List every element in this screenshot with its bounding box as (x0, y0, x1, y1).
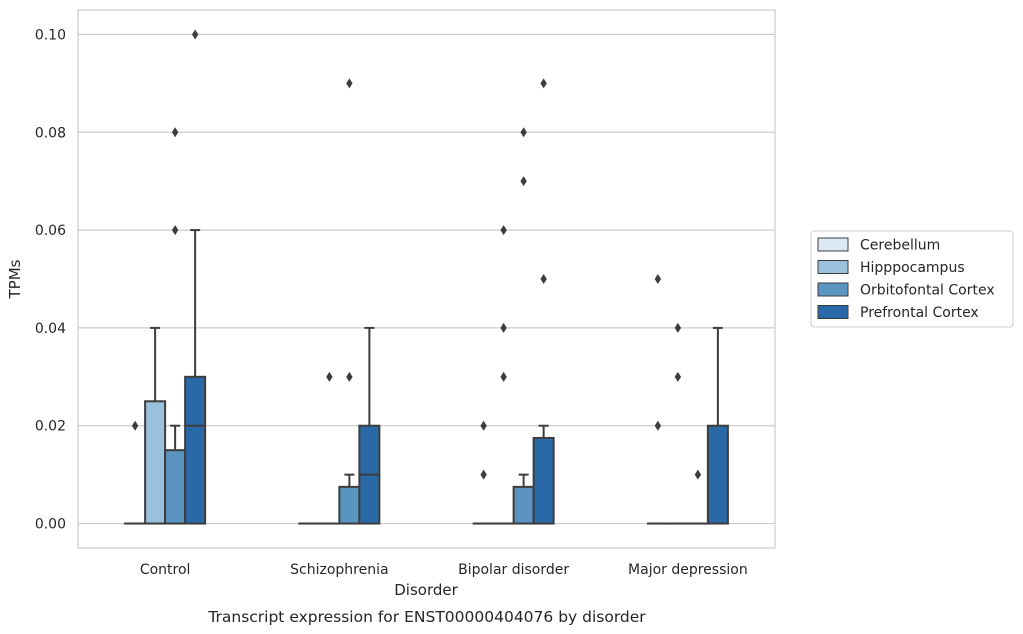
box-body (144, 400, 167, 525)
box-body (512, 485, 535, 525)
box-body (184, 375, 207, 525)
x-axis-ticks: Control Schizophrenia Bipolar disorder Majo… (140, 562, 748, 578)
y-tick-label: 0.04 (35, 321, 66, 337)
y-tick-label: 0.02 (35, 419, 66, 435)
y-tick-label: 0.00 (35, 517, 66, 533)
box-prefrontal-cortex (358, 326, 381, 525)
outlier-point (520, 176, 527, 187)
outlier-point (540, 78, 547, 89)
box-series (124, 229, 729, 525)
y-tick-label: 0.06 (35, 223, 66, 239)
outlier-point (674, 371, 682, 382)
outlier-point (171, 127, 179, 138)
outlier-point (500, 322, 507, 333)
outlier-point (500, 225, 507, 236)
outlier-point (480, 469, 487, 480)
box-orbitofontal-cortex (338, 473, 361, 525)
legend-swatch (817, 305, 849, 319)
box-prefrontal-cortex (532, 424, 555, 525)
outlier-point (694, 469, 702, 480)
legend-label: Prefrontal Cortex (860, 305, 979, 321)
outlier-point (654, 274, 662, 284)
outlier-point (171, 225, 179, 236)
legend-label: Hipppocampus (860, 260, 965, 276)
legend-swatch (817, 237, 849, 252)
legend-label: Cerebellum (860, 238, 940, 254)
outlier-point (674, 322, 682, 333)
outlier-point (346, 78, 353, 89)
legend-swatch (817, 282, 849, 297)
box-body (706, 424, 729, 525)
outlier-point (520, 127, 527, 138)
outlier-point (131, 420, 139, 431)
chart-caption: Transcript expression for ENST0000040407… (207, 608, 646, 626)
box-orbitofontal-cortex (512, 473, 535, 525)
y-tick-label: 0.08 (35, 125, 66, 141)
outlier-points (131, 29, 702, 480)
plot-frame (77, 9, 776, 549)
outlier-point (540, 274, 547, 284)
box-prefrontal-cortex (184, 229, 207, 525)
y-axis-ticks: 0.00 0.02 0.04 0.06 0.08 0.10 (35, 27, 66, 532)
box-body (164, 449, 187, 525)
legend-swatch (817, 260, 849, 274)
legend-label: Orbitofontal Cortex (860, 283, 995, 299)
x-tick-label: Major depression (628, 562, 748, 578)
outlier-point (500, 371, 507, 382)
outlier-point (191, 29, 199, 40)
y-axis-label: TPMs (6, 259, 24, 299)
box-hipppocampus (144, 326, 167, 525)
outlier-point (326, 371, 333, 382)
outlier-point (480, 420, 487, 431)
x-tick-label: Bipolar disorder (458, 562, 569, 578)
y-tick-label: 0.10 (35, 27, 66, 43)
x-tick-label: Control (140, 562, 191, 578)
box-prefrontal-cortex (706, 326, 729, 525)
x-tick-label: Schizophrenia (290, 562, 388, 578)
outlier-point (654, 420, 662, 431)
outlier-point (346, 371, 353, 382)
box-body (532, 436, 555, 525)
box-body (338, 485, 361, 525)
legend: Cerebellum Hipppocampus Orbitofontal Corte… (810, 230, 1014, 328)
legend-frame (810, 230, 1014, 328)
x-axis-label: Disorder (394, 581, 458, 599)
